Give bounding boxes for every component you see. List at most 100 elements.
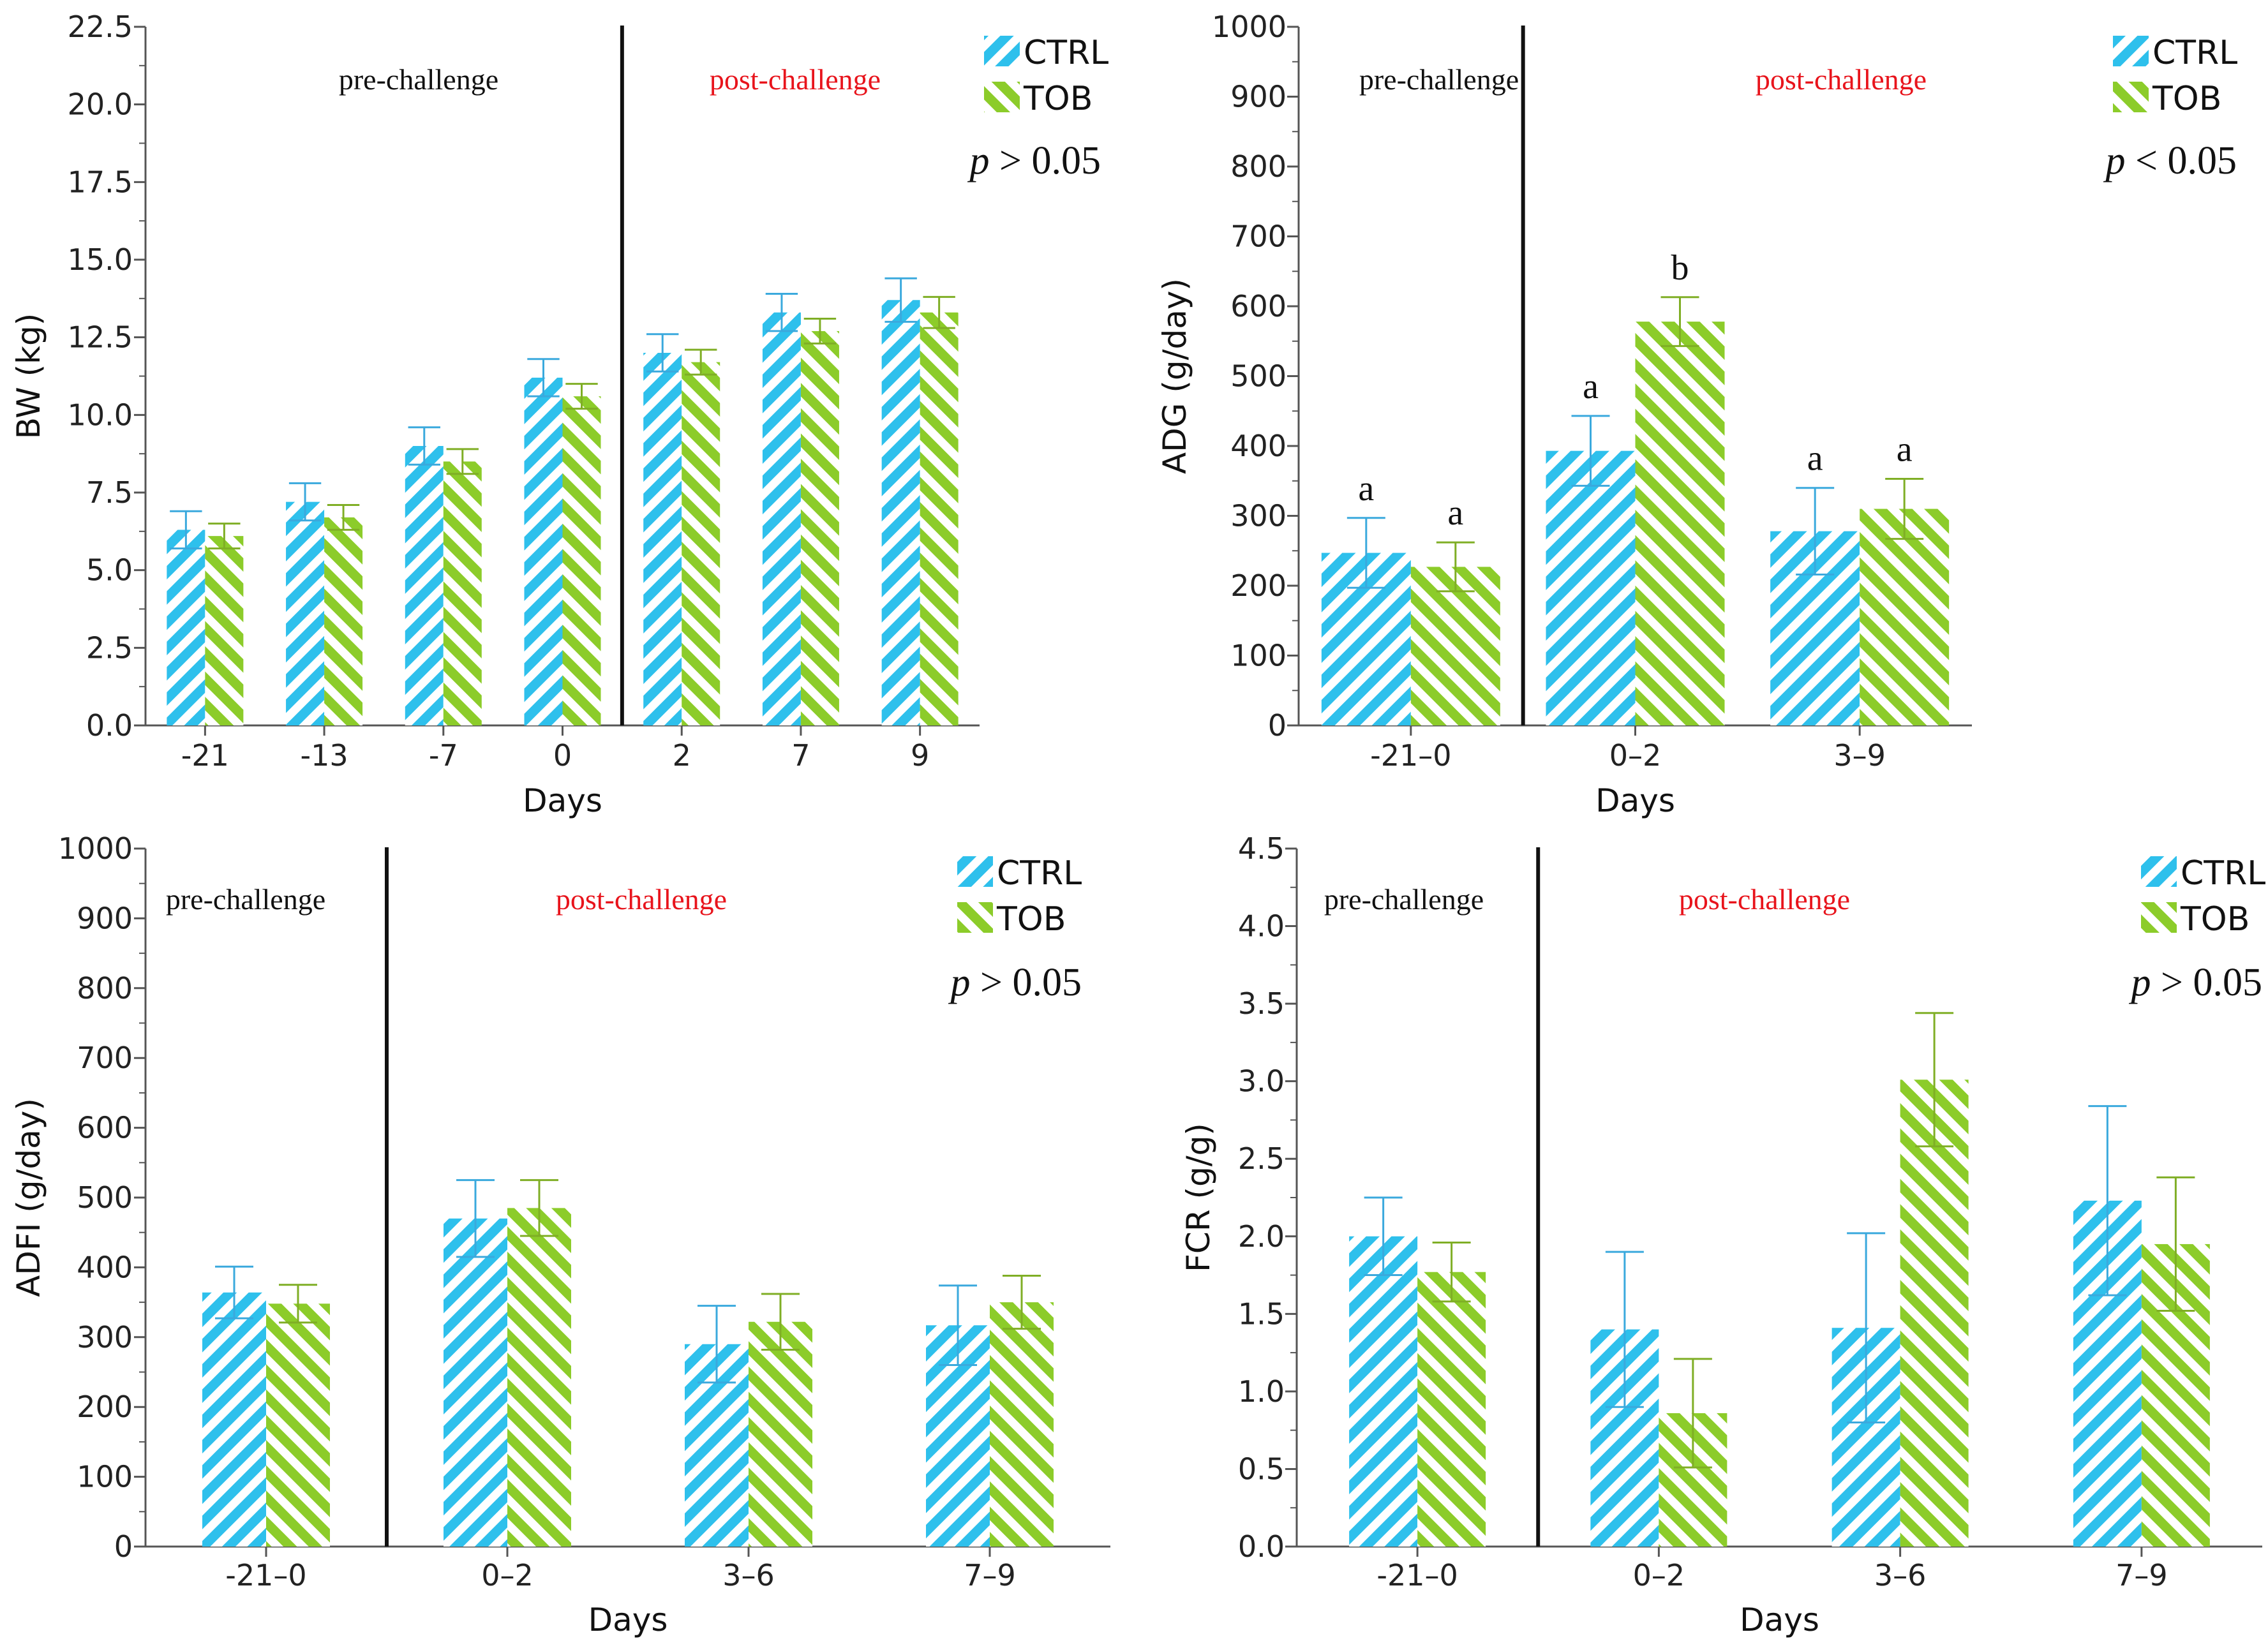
x-tick-label: 3–9 (1833, 738, 1886, 773)
y-tick-label: 10.0 (68, 397, 133, 432)
post-challenge-label: post-challenge (710, 63, 881, 96)
y-tick-label: 4.0 (1238, 909, 1285, 944)
p-symbol: p (967, 139, 990, 182)
y-tick-label: 700 (1230, 219, 1287, 254)
p-value-text: > 0.05 (2151, 961, 2262, 1004)
bar-ctrl-0 (167, 530, 205, 725)
x-tick-label: 0–2 (481, 1558, 533, 1592)
legend-label-tob: TOB (996, 900, 1066, 939)
legend-swatch-ctrl (2113, 36, 2149, 66)
bar-ctrl-0 (1349, 1236, 1418, 1547)
x-axis-title: Days (1595, 782, 1675, 819)
bar-ctrl-2 (405, 446, 444, 725)
x-tick-label: 0–2 (1633, 1558, 1685, 1592)
y-tick-label: 1000 (1212, 10, 1287, 44)
y-tick-label: 800 (1230, 149, 1287, 184)
x-tick-label: 3–6 (722, 1558, 775, 1592)
legend-swatch-tob (2141, 902, 2177, 933)
p-value-label: p < 0.05 (2103, 139, 2237, 182)
significance-letter: a (1897, 429, 1913, 469)
y-tick-label: 3.0 (1238, 1064, 1285, 1099)
x-tick-label: 0–2 (1609, 738, 1662, 773)
y-tick-label: 0 (1268, 708, 1287, 743)
pre-challenge-label: pre-challenge (1359, 63, 1519, 96)
y-tick-label: 7.5 (86, 475, 133, 510)
p-value-label: p > 0.05 (967, 139, 1101, 182)
y-tick-label: 2.0 (1238, 1219, 1285, 1254)
x-tick-label: 7–9 (964, 1558, 1016, 1592)
bar-tob-6 (920, 312, 959, 725)
bar-ctrl-1 (444, 1218, 507, 1547)
bar-tob-3 (562, 396, 601, 725)
bar-ctrl-6 (881, 300, 920, 725)
y-tick-label: 100 (1230, 639, 1287, 673)
y-tick-label: 2.5 (86, 630, 133, 665)
y-tick-label: 900 (77, 901, 133, 935)
y-axis-title: FCR (g/g) (1180, 1123, 1217, 1272)
p-symbol: p (948, 961, 971, 1004)
y-tick-label: 1000 (58, 831, 133, 866)
post-challenge-label: post-challenge (1679, 883, 1850, 916)
y-tick-label: 0 (114, 1529, 133, 1564)
y-tick-label: 600 (77, 1111, 133, 1145)
pre-challenge-label: pre-challenge (166, 883, 325, 916)
legend-swatch-ctrl (2141, 856, 2177, 887)
y-tick-label: 500 (1230, 359, 1287, 394)
bar-tob-2 (443, 461, 482, 725)
post-challenge-label: post-challenge (556, 883, 727, 916)
bar-tob-0 (205, 536, 244, 725)
legend-swatch-ctrl (984, 36, 1020, 66)
legend-label-ctrl: CTRL (2181, 854, 2265, 893)
significance-letter: b (1671, 248, 1689, 288)
bar-ctrl-1 (1546, 450, 1636, 725)
y-tick-label: 0.5 (1238, 1451, 1285, 1486)
y-tick-label: 0.0 (1238, 1529, 1285, 1564)
chart-panel-adg: 0 100 200 300 400 500 600 700 800 900 1000 -21–0 0–2… (1156, 10, 2237, 819)
legend: CTRL TOB (2141, 854, 2265, 939)
bar-ctrl-0 (202, 1292, 266, 1547)
legend-label-tob: TOB (2152, 80, 2221, 118)
bar-tob-0 (1417, 1272, 1486, 1547)
y-tick-label: 2.5 (1238, 1141, 1285, 1176)
y-tick-label: 300 (1230, 499, 1287, 533)
y-tick-label: 800 (77, 971, 133, 1006)
x-axis-title: Days (523, 782, 602, 819)
x-tick-label: -21–0 (1370, 738, 1451, 773)
legend-label-tob: TOB (2180, 900, 2249, 939)
significance-letter: a (1447, 493, 1463, 533)
x-tick-label: -21 (181, 738, 229, 773)
bar-ctrl-3 (524, 377, 563, 725)
bar-ctrl-4 (643, 353, 682, 725)
pre-challenge-label: pre-challenge (1324, 883, 1484, 916)
bar-tob-2 (1860, 509, 1950, 725)
p-value-label: p > 0.05 (2129, 961, 2262, 1004)
bar-tob-0 (266, 1303, 330, 1547)
bar-tob-2 (749, 1321, 812, 1547)
legend-label-ctrl: CTRL (997, 854, 1082, 893)
y-tick-label: 500 (77, 1180, 133, 1215)
bar-tob-4 (682, 362, 720, 725)
legend-swatch-tob (957, 902, 993, 933)
p-value-text: < 0.05 (2126, 139, 2237, 182)
bar-tob-1 (324, 517, 363, 725)
y-tick-label: 200 (1230, 568, 1287, 603)
y-tick-label: 700 (77, 1041, 133, 1075)
x-tick-label: -21–0 (225, 1558, 306, 1592)
legend-swatch-ctrl (957, 856, 993, 887)
x-axis-title: Days (1740, 1601, 1819, 1638)
y-tick-label: 5.0 (86, 553, 133, 588)
legend-swatch-tob (984, 82, 1020, 112)
x-tick-label: -21–0 (1376, 1558, 1458, 1592)
p-symbol: p (2103, 139, 2126, 182)
x-tick-label: -13 (301, 738, 348, 773)
x-tick-label: -7 (429, 738, 458, 773)
x-tick-label: 0 (553, 738, 572, 773)
y-tick-label: 100 (77, 1460, 133, 1494)
y-tick-label: 17.5 (68, 165, 133, 199)
legend: CTRL TOB (957, 854, 1082, 939)
y-tick-label: 400 (77, 1250, 133, 1284)
p-value-text: > 0.05 (971, 961, 1082, 1004)
legend-label-ctrl: CTRL (2152, 34, 2237, 72)
legend-label-tob: TOB (1023, 80, 1093, 118)
